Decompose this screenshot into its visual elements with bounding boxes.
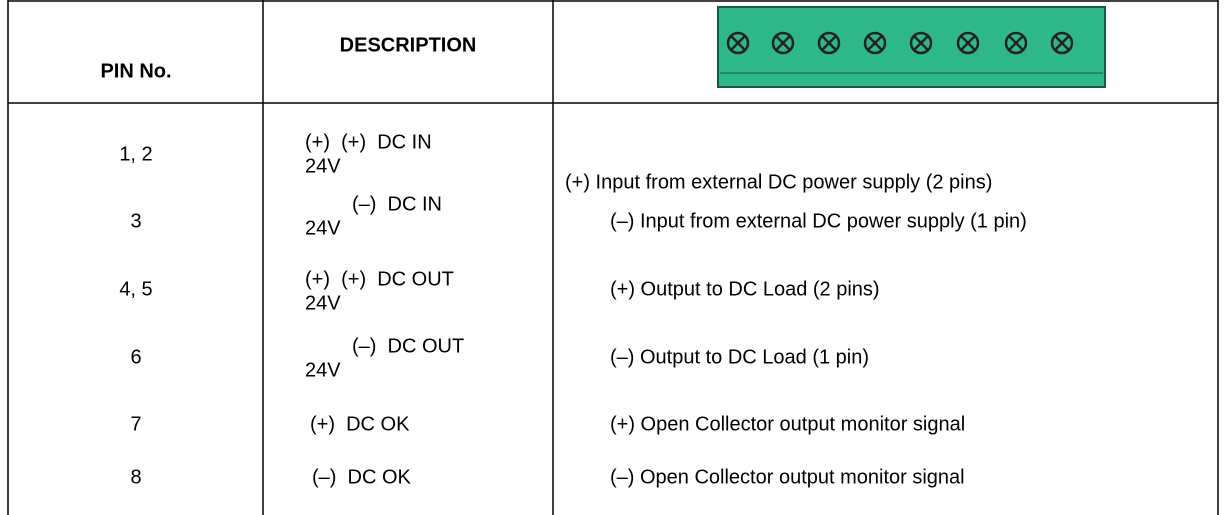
- pin-number: 1, 2: [119, 143, 152, 165]
- pin-description: (+) (+) DC OUT: [305, 268, 454, 290]
- pin-function: (+) Open Collector output monitor signal: [610, 413, 965, 435]
- pin-number: 3: [130, 210, 141, 232]
- screw-slot: [775, 35, 791, 51]
- pin-function: (–) Open Collector output monitor signal: [610, 466, 965, 488]
- pin-description: 24V: [305, 217, 341, 239]
- screw-slot: [913, 35, 929, 51]
- pin-function: (+) Output to DC Load (2 pins): [610, 278, 880, 300]
- pin-description: (–) DC OK: [312, 466, 412, 488]
- pin-description: 24V: [305, 155, 341, 177]
- pin-description: 24V: [305, 359, 341, 381]
- screws: [726, 31, 1074, 55]
- pin-function: (–) Output to DC Load (1 pin): [610, 346, 869, 368]
- pin-function: (–) Input from external DC power supply …: [610, 210, 1027, 232]
- pin-number: 4, 5: [119, 278, 152, 300]
- pin-description: (–) DC OUT: [352, 335, 464, 357]
- pin-number: 7: [130, 413, 141, 435]
- screw-slot: [730, 35, 746, 51]
- pin-description: 24V: [305, 292, 341, 314]
- screw-slot: [821, 35, 837, 51]
- pin-description: (+) DC OK: [310, 413, 410, 435]
- screw-slot: [1008, 35, 1024, 51]
- header-description: DESCRIPTION: [340, 34, 477, 56]
- pin-number: 6: [130, 346, 141, 368]
- pin-description: (–) DC IN: [352, 193, 442, 215]
- header-pin: PIN No.: [100, 60, 171, 82]
- pin-function: (+) Input from external DC power supply …: [565, 171, 992, 193]
- pin-description: (+) (+) DC IN: [305, 131, 432, 153]
- screw-slot: [1054, 35, 1070, 51]
- terminal-block: [717, 6, 1106, 88]
- screw-slot: [960, 35, 976, 51]
- screw-slot: [867, 35, 883, 51]
- pin-number: 8: [130, 466, 141, 488]
